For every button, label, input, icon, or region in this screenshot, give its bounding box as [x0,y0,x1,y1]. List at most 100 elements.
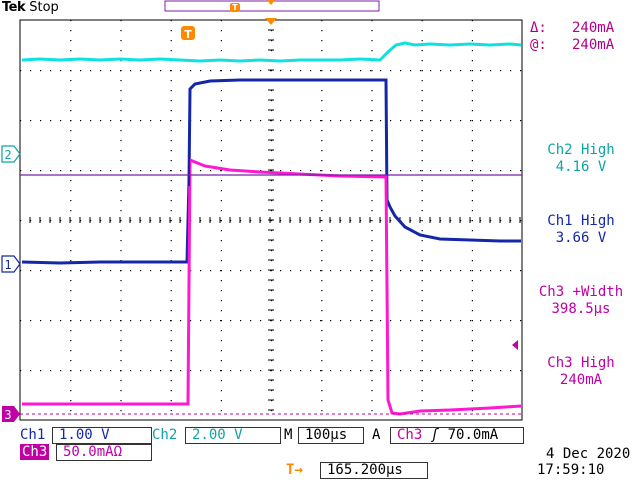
grid-dot [70,20,72,22]
grid-dot [130,370,132,372]
grid-dot [310,370,312,372]
grid-dot [371,300,373,302]
grid-dot [210,270,212,272]
ch3-scale[interactable]: 50.0mAΩ [56,444,152,461]
grid-dot [430,370,432,372]
grid-dot [190,270,192,272]
grid-dot [480,270,482,272]
grid-dot [170,80,172,82]
grid-dot [110,170,112,172]
ch1-scale[interactable]: 1.00 V [52,427,152,444]
ch1-trace [21,78,521,265]
grid-dot [360,320,362,322]
grid-dot [271,270,273,272]
grid-dot [110,70,112,72]
measurement-name: Ch3 +Width [538,284,624,300]
grid-dot [200,320,202,322]
grid-dot [390,370,392,372]
grid-dot [321,340,323,342]
grid-dot [271,400,273,402]
grid-dot [240,270,242,272]
grid-dot [421,210,423,212]
ch1-label: Ch1 [20,427,46,443]
grid-dot [180,370,182,372]
grid-dot [220,320,222,322]
grid-dot [500,170,502,172]
grid-dot [220,370,222,372]
grid-dot [70,410,72,412]
grid-dot [321,380,323,382]
grid-dot [220,200,222,202]
grid-dot [321,290,323,292]
grid-dot [321,360,323,362]
ch2-marker[interactable]: 2 [1,145,21,163]
measurement-ch2-high: Ch2 High 4.16 V [522,142,640,176]
grid-dot [480,220,482,222]
grid-dot [130,220,132,222]
grid-dot [400,320,402,322]
grid-dot [471,60,473,62]
header-status: Tek Stop [2,0,59,15]
trigger-settings[interactable]: Ch3 ʃ 70.0mA [390,427,524,444]
grid-dot [220,220,222,222]
grid-dot [410,320,412,322]
grid-dot [170,110,172,112]
grid-dot [371,20,373,22]
grid-dot [421,350,423,352]
svg-text:T: T [232,3,238,12]
cursor-at-value: 240mA [572,37,615,53]
grid-dot [321,30,323,32]
grid-dot [170,350,172,352]
timebase-label: M [284,427,293,443]
grid-dot [120,200,122,202]
grid-dot [400,270,402,272]
grid-dot [240,320,242,322]
grid-dot [271,140,273,142]
grid-dot [50,120,52,122]
grid-dot [480,170,482,172]
grid-dot [160,120,162,122]
grid-dot [70,370,72,372]
grid-dot [421,240,423,242]
grid-dot [470,170,472,172]
grid-dot [160,220,162,222]
grid-dot [310,170,312,172]
grid-dot [390,320,392,322]
grid-dot [170,200,172,202]
grid-dot [321,410,323,412]
grid-dot [321,350,323,352]
grid-dot [271,290,273,292]
ch1-marker[interactable]: 1 [1,255,21,273]
grid-dot [200,270,202,272]
grid-dot [70,400,72,402]
grid-dot [190,70,192,72]
grid-dot [450,270,452,272]
grid-dot [170,250,172,252]
ch2-scale[interactable]: 2.00 V [185,427,281,444]
grid-dot [421,390,423,392]
grid-dot [260,220,262,222]
trigger-position-value[interactable]: 165.200µs [320,462,428,479]
grid-dot [170,180,172,182]
grid-dot [410,220,412,222]
grid-dot [70,50,72,52]
grid-dot [371,130,373,132]
grid-dot [520,170,522,172]
timebase-value[interactable]: 100µs [298,427,364,444]
grid-dot [280,70,282,72]
grid-dot [260,370,262,372]
grid-dot [90,320,92,322]
measurement-value: 3.66 V [555,230,607,246]
grid-dot [170,40,172,42]
grid-dot [170,300,172,302]
grid-dot [421,180,423,182]
grid-dot [471,50,473,52]
grid-dot [271,130,273,132]
ch3-marker[interactable]: 3 [2,406,20,422]
grid-dot [471,210,473,212]
grid-dot [250,120,252,122]
grid-dot [220,130,222,132]
grid-dot [170,20,172,22]
grid-dot [421,360,423,362]
grid-dot [200,370,202,372]
